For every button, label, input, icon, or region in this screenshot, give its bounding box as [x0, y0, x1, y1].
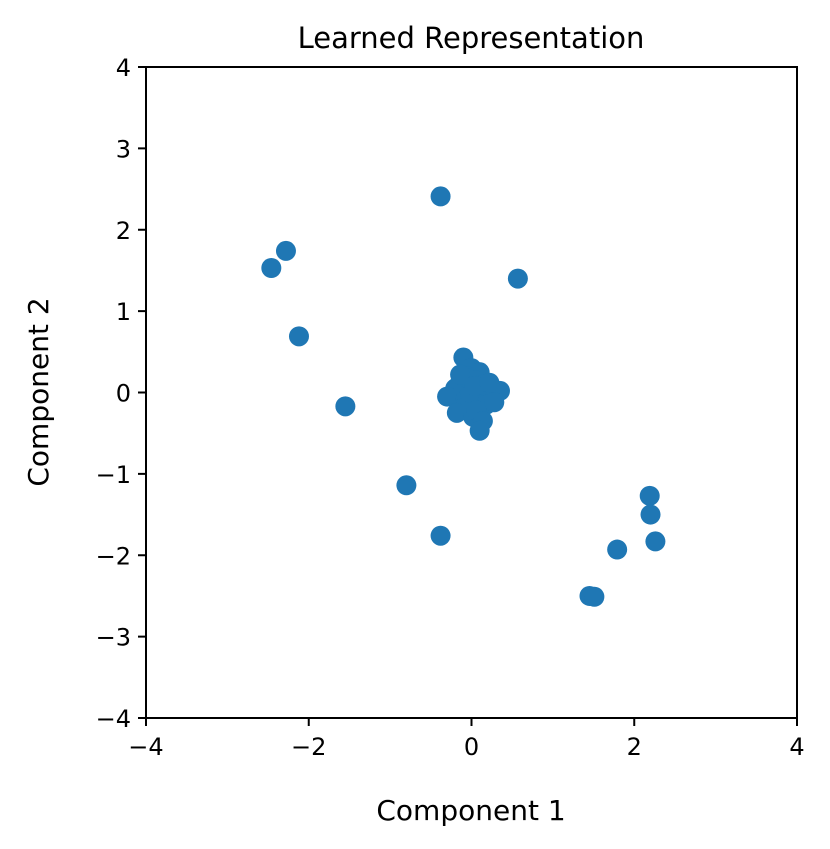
data-point-0-35 [484, 392, 505, 413]
y-axis-ticks: −4 −3 −2 −1 0 1 2 3 4 [96, 54, 146, 733]
x-tick-label: 2 [627, 733, 642, 761]
data-points [261, 186, 666, 607]
y-axis-label: Component 2 [22, 297, 55, 486]
x-tick-label: −4 [128, 733, 163, 761]
y-tick-label: 4 [116, 54, 131, 82]
data-point-0-40 [469, 420, 490, 441]
data-point-0-13 [584, 586, 605, 607]
x-axis-ticks: −4 −2 0 2 4 [128, 718, 805, 761]
chart-title: Learned Representation [298, 21, 645, 55]
y-tick-label: −1 [96, 461, 131, 489]
x-tick-label: −2 [291, 733, 326, 761]
data-point-0-0 [430, 186, 451, 207]
data-point-0-7 [430, 525, 451, 546]
data-point-0-10 [645, 531, 666, 552]
data-point-0-6 [396, 475, 417, 496]
data-point-0-39 [450, 364, 471, 385]
data-point-0-11 [607, 539, 628, 560]
data-point-0-2 [275, 240, 296, 261]
y-tick-label: 0 [116, 380, 131, 408]
data-point-0-3 [261, 257, 282, 278]
data-point-0-42 [479, 372, 500, 393]
y-tick-label: 1 [116, 298, 131, 326]
y-tick-label: 3 [116, 135, 131, 163]
x-axis-label: Component 1 [376, 794, 565, 827]
y-tick-label: −3 [96, 624, 131, 652]
y-tick-label: −2 [96, 542, 131, 570]
data-point-0-8 [639, 485, 660, 506]
x-tick-label: 4 [789, 733, 804, 761]
data-point-0-9 [640, 504, 661, 525]
x-tick-label: 0 [464, 733, 479, 761]
data-point-0-1 [507, 268, 528, 289]
data-point-0-32 [446, 402, 467, 423]
y-tick-label: −4 [96, 705, 131, 733]
data-point-0-4 [288, 326, 309, 347]
y-tick-label: 2 [116, 217, 131, 245]
data-point-0-5 [335, 396, 356, 417]
data-point-0-25 [437, 386, 458, 407]
